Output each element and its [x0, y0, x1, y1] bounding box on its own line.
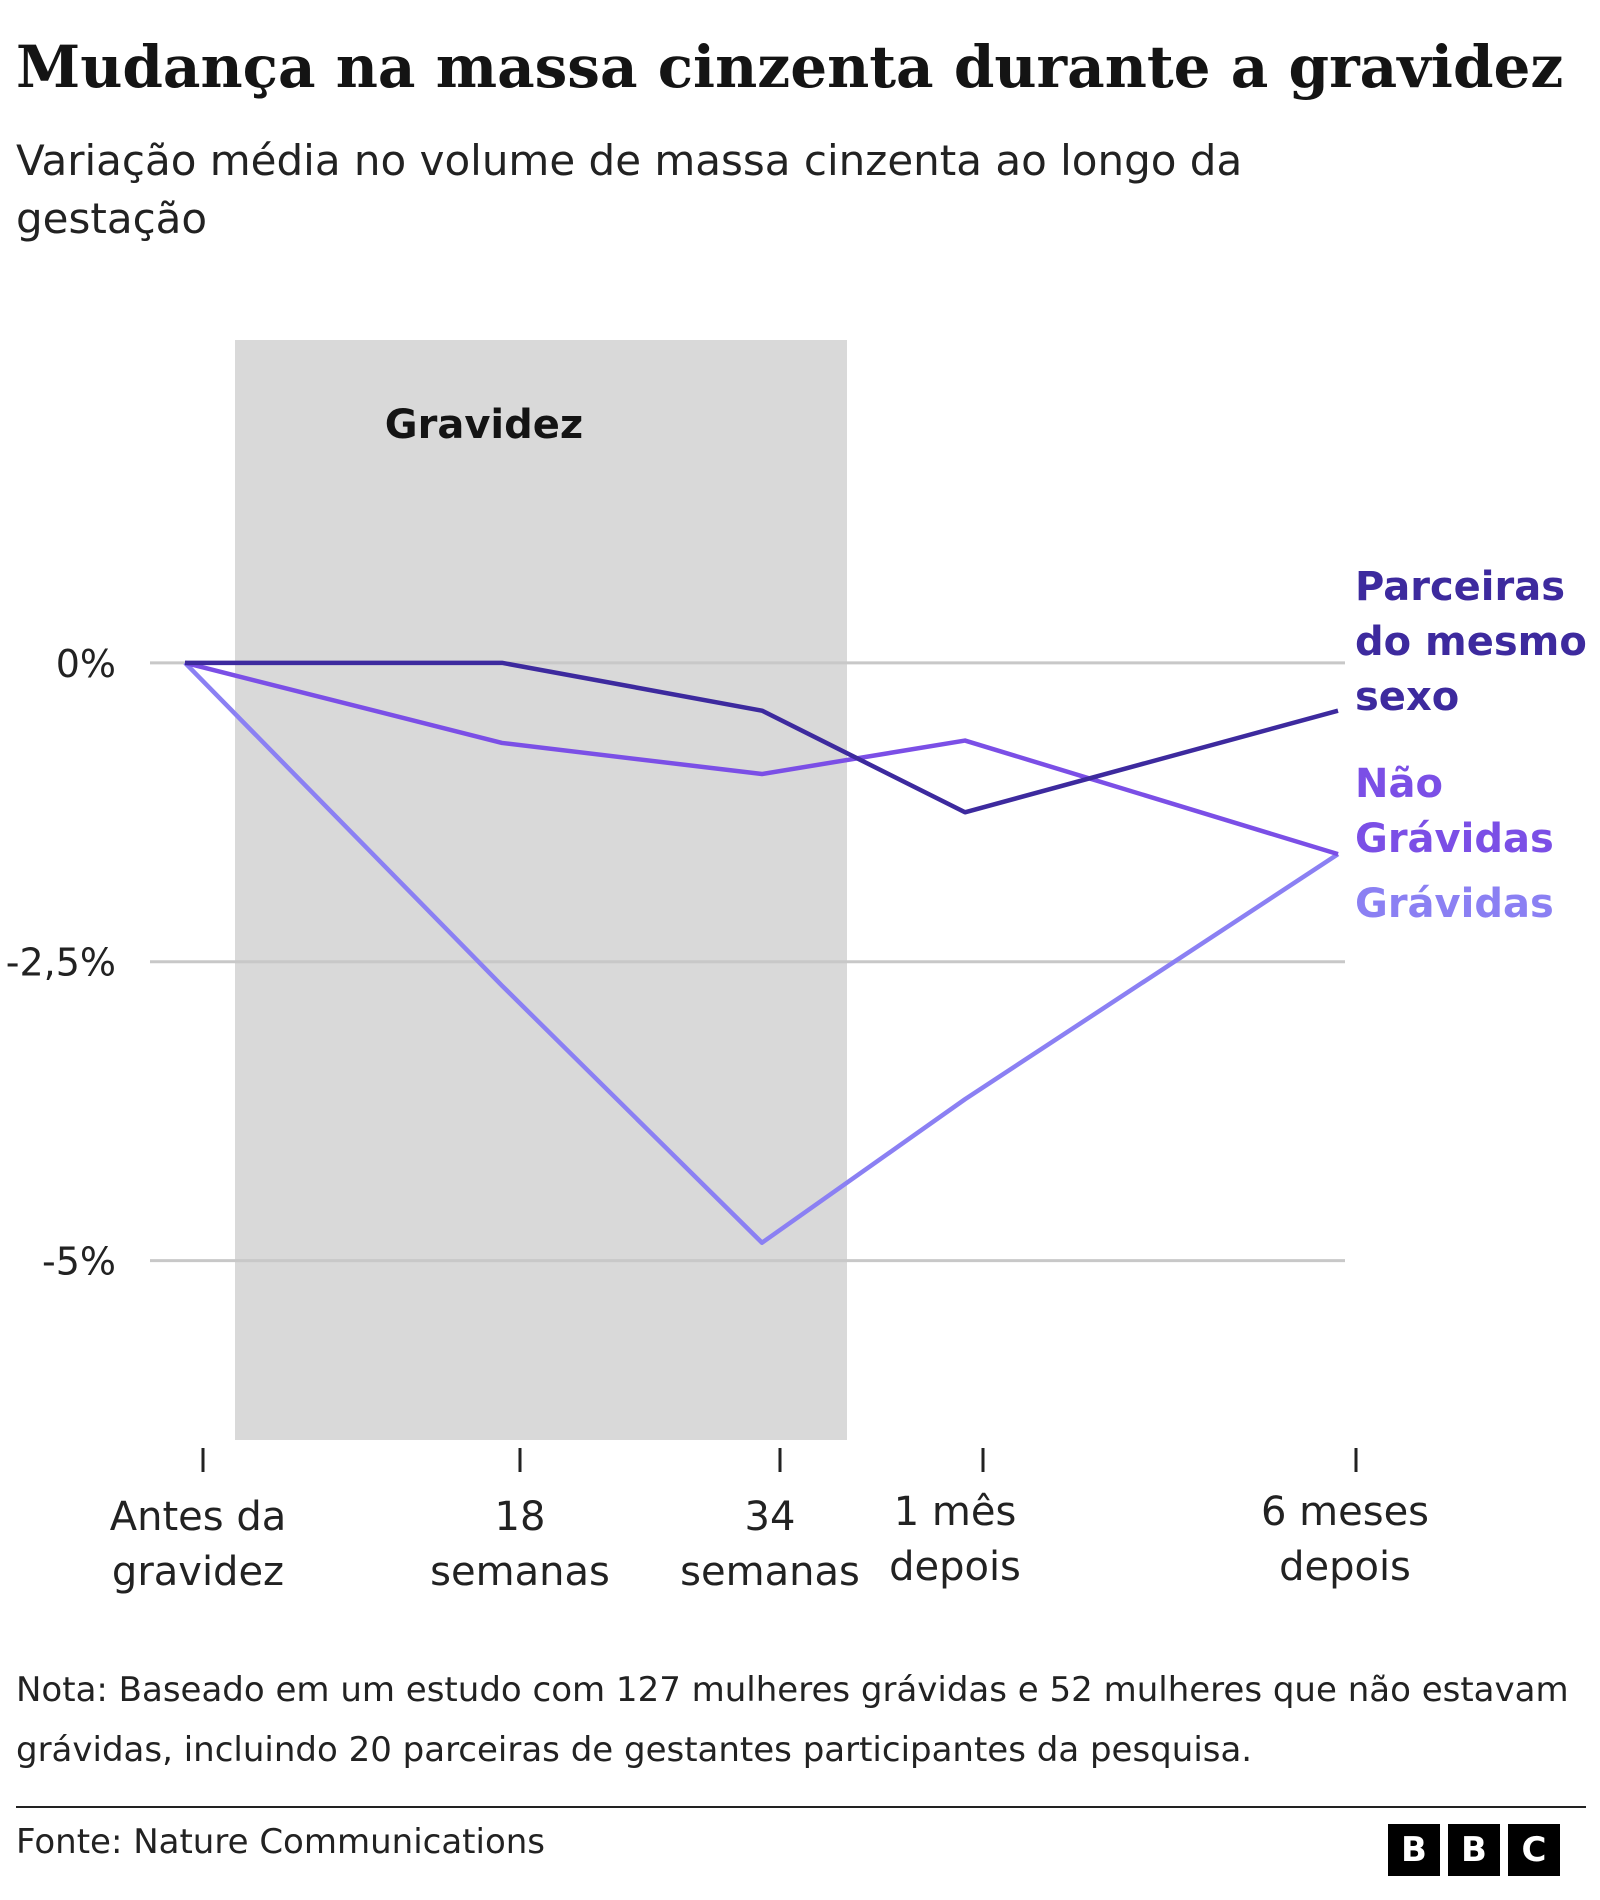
pregnancy-shaded-region	[235, 340, 847, 1440]
y-tick-label-0: 0%	[56, 642, 116, 686]
chart-title: Mudança na massa cinzenta durante a grav…	[16, 33, 1564, 101]
x-tick-label-1: 18 semanas	[430, 1494, 610, 1595]
bbc-logo-letter-b2: B	[1448, 1824, 1500, 1876]
series-line-2	[183, 661, 1340, 1245]
y-tick-label-1: -2,5%	[6, 941, 116, 985]
source-text: Fonte: Nature Communications	[16, 1822, 546, 1862]
y-tick-label-2: -5%	[42, 1240, 116, 1284]
line-chart: Gravidez 0% -2,5% -5% Antes da gravidez 18 se…	[6, 340, 1587, 1595]
x-tick-label-4: 6 meses depois	[1261, 1489, 1429, 1590]
bbc-logo-letter-b1: B	[1388, 1824, 1440, 1876]
x-tick-label-2: 34 semanas	[680, 1494, 860, 1595]
footnote: Nota: Baseado em um estudo com 127 mulhe…	[16, 1670, 1569, 1770]
series-line-0	[185, 660, 1339, 815]
series-label-1: Não Grávidas	[1355, 761, 1554, 862]
bbc-logo: B B C	[1388, 1824, 1560, 1876]
x-tick-label-3: 1 mês depois	[889, 1489, 1021, 1590]
x-tick-label-0: Antes da gravidez	[110, 1494, 286, 1595]
series-label-2: Grávidas	[1355, 881, 1554, 927]
pregnancy-region-label: Gravidez	[385, 402, 583, 448]
bbc-logo-letter-c: C	[1508, 1824, 1560, 1876]
series-label-0: Parceiras do mesmo sexo	[1355, 564, 1587, 720]
chart-subtitle: Variação média no volume de massa cinzen…	[16, 136, 1243, 243]
footer-divider	[16, 1806, 1586, 1808]
